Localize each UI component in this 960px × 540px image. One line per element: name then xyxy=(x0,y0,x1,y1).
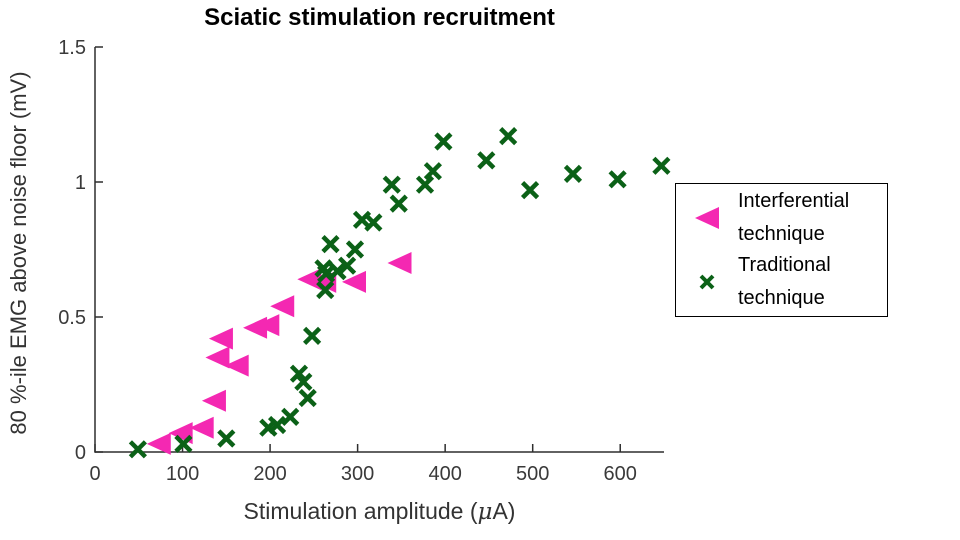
scatter-point-interferential xyxy=(146,432,171,455)
scatter-point-interferential xyxy=(243,316,268,339)
scatter-point-traditional xyxy=(345,240,365,259)
x-tick-label: 600 xyxy=(604,463,637,485)
x-marker-icon xyxy=(699,274,715,290)
scatter-point-traditional xyxy=(382,175,401,194)
legend-label-traditional: Traditional technique xyxy=(738,254,831,309)
scatter-point-traditional xyxy=(217,429,236,448)
legend-label-interferential: Interferential technique xyxy=(738,190,850,245)
scatter-point-traditional xyxy=(477,151,496,170)
scatter-point-traditional xyxy=(294,372,313,391)
x-tick-label: 200 xyxy=(253,463,286,485)
legend-marker-traditional xyxy=(676,273,738,291)
scatter-point-traditional xyxy=(128,440,147,459)
scatter-point-interferential xyxy=(270,295,295,318)
scatter-point-interferential xyxy=(224,354,249,377)
legend: Interferential technique Traditional tec… xyxy=(675,183,888,317)
scatter-point-traditional xyxy=(316,280,335,300)
scatter-point-traditional xyxy=(652,156,671,175)
legend-marker-interferential xyxy=(676,206,738,230)
x-tick-label: 0 xyxy=(89,463,100,485)
x-tick-label: 300 xyxy=(341,463,374,485)
scatter-point-interferential xyxy=(341,270,366,293)
legend-item-traditional: Traditional technique xyxy=(676,250,887,314)
scatter-point-traditional xyxy=(423,162,442,181)
scatter-point-interferential xyxy=(255,314,280,337)
mu-symbol: μ xyxy=(477,499,493,525)
y-tick-label: 0 xyxy=(75,442,86,464)
chart-title: Sciatic stimulation recruitment xyxy=(204,4,555,31)
y-tick-label: 1.5 xyxy=(58,37,86,59)
x-tick-label: 400 xyxy=(428,463,461,485)
scatter-point-traditional xyxy=(174,434,193,453)
scatter-point-traditional xyxy=(281,407,300,426)
scatter-point-traditional xyxy=(520,181,540,200)
scatter-point-interferential xyxy=(189,416,214,439)
scatter-point-traditional xyxy=(499,127,518,146)
x-axis-label-suffix: A) xyxy=(492,498,516,524)
x-axis-label-prefix: Stimulation amplitude ( xyxy=(243,498,478,524)
y-tick-label: 1 xyxy=(75,172,86,194)
scatter-point-traditional xyxy=(364,213,383,232)
scatter-point-traditional xyxy=(267,415,287,435)
x-tick-label: 100 xyxy=(166,463,199,485)
y-tick-label: 0.5 xyxy=(58,307,86,329)
scatter-point-traditional xyxy=(328,262,347,281)
scatter-point-traditional xyxy=(338,256,357,275)
x-tick-label: 500 xyxy=(516,463,549,485)
scatter-point-interferential xyxy=(201,389,226,412)
scatter-point-traditional xyxy=(563,164,583,183)
scatter-point-traditional xyxy=(415,175,435,194)
scatter-point-interferential xyxy=(387,252,412,274)
scatter-point-traditional xyxy=(298,388,317,408)
scatter-point-interferential xyxy=(208,327,233,350)
legend-item-interferential: Interferential technique xyxy=(676,186,887,250)
scatter-point-traditional xyxy=(608,170,627,189)
scatter-point-interferential xyxy=(205,346,230,369)
scatter-point-traditional xyxy=(389,194,408,213)
scatter-point-traditional xyxy=(303,326,322,345)
x-axis-label: Stimulation amplitude (μA) xyxy=(95,498,664,525)
scatter-point-traditional xyxy=(321,235,340,254)
triangle-left-marker-icon xyxy=(695,207,719,229)
y-axis-label: 80 %-ile EMG above noise floor (mV) xyxy=(6,71,31,435)
scatter-point-traditional xyxy=(434,132,453,151)
